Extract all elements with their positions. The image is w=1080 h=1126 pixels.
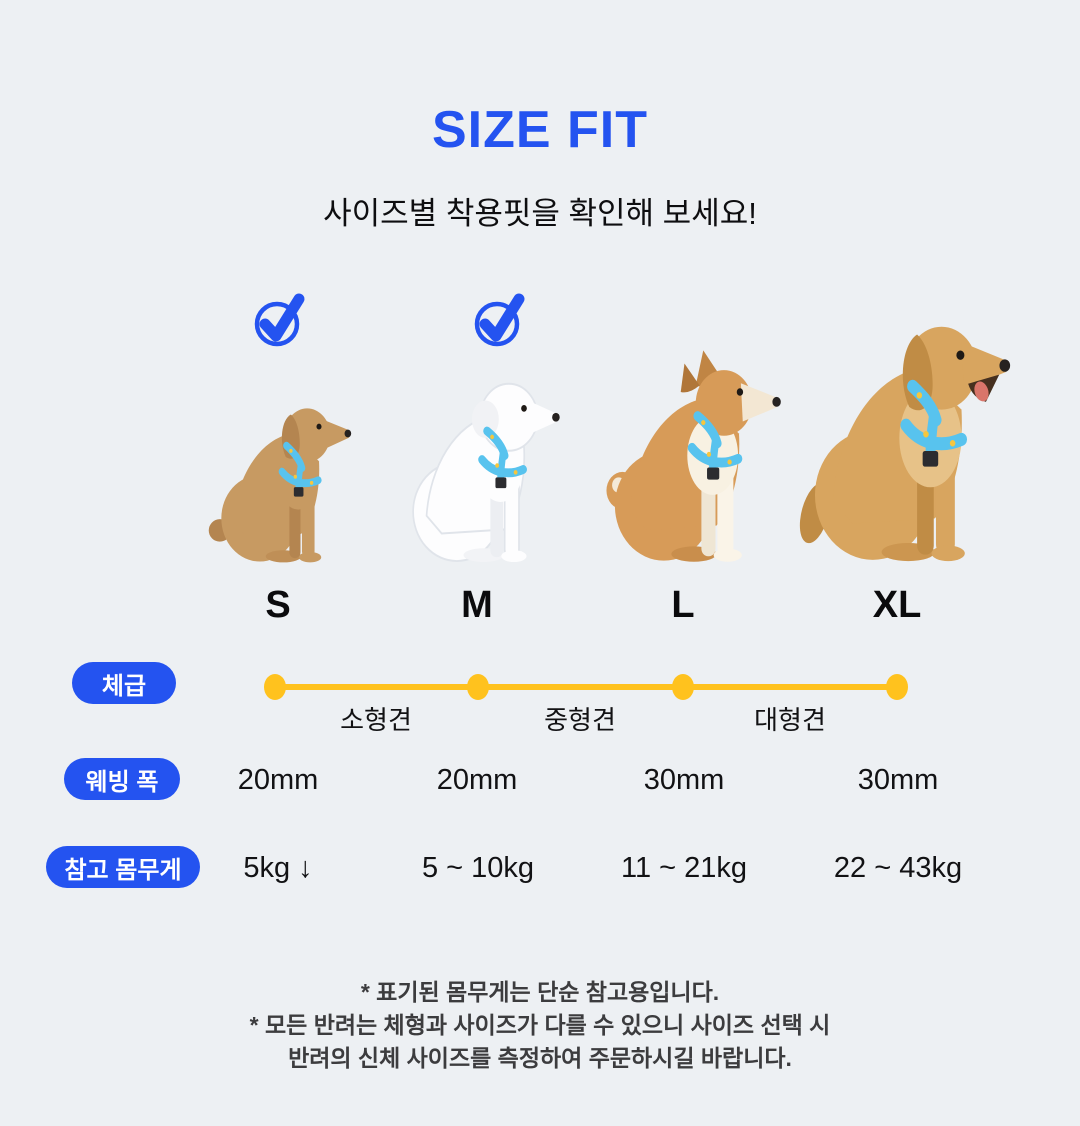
dog-photo-s	[208, 408, 352, 563]
weight-value-xl: 22 ~ 43kg	[833, 852, 963, 884]
tier-dot	[672, 674, 694, 700]
webbing-value-m: 20mm	[436, 764, 518, 796]
size-label-xl: XL	[872, 584, 922, 626]
tier-segment-large: 대형견	[754, 705, 826, 735]
tier-segment-small: 소형견	[340, 705, 412, 735]
page-title: SIZE FIT	[432, 101, 648, 159]
footnote-line-2: * 모든 반려는 체형과 사이즈가 다를 수 있으니 사이즈 선택 시	[249, 1012, 831, 1038]
page-subtitle: 사이즈별 착용핏을 확인해 보세요!	[323, 196, 757, 231]
footnote-line-3: 반려의 신체 사이즈를 측정하여 주문하시길 바랍니다.	[288, 1045, 792, 1071]
tier-dot	[886, 674, 908, 700]
webbing-value-l: 30mm	[643, 764, 725, 796]
tier-segment-medium: 중형견	[544, 705, 616, 735]
dog-photo-m	[412, 382, 560, 563]
webbing-value-xl: 30mm	[857, 764, 939, 796]
tier-row-badge: 체급	[72, 662, 176, 704]
weight-value-m: 5 ~ 10kg	[421, 852, 535, 884]
webbing-value-s: 20mm	[237, 764, 319, 796]
tier-dot	[264, 674, 286, 700]
size-label-m: M	[461, 584, 493, 626]
check-circle-icon	[474, 293, 525, 347]
dog-photo-l	[606, 350, 781, 562]
size-label-s: S	[265, 584, 291, 626]
tier-dot	[467, 674, 489, 700]
footnote: * 표기된 몸무게는 단순 참고용입니다. * 모든 반려는 체형과 사이즈가 …	[0, 976, 1080, 1075]
check-circle-icon	[254, 293, 305, 347]
weight-row-badge: 참고 몸무게	[46, 846, 200, 888]
tier-timeline	[275, 684, 897, 690]
weight-value-s: 5kg ↓	[243, 852, 313, 884]
webbing-row-badge: 웨빙 폭	[64, 758, 180, 800]
weight-value-l: 11 ~ 21kg	[620, 852, 748, 884]
size-label-l: L	[671, 584, 695, 626]
dog-photo-xl	[799, 326, 1011, 562]
footnote-line-1: * 표기된 몸무게는 단순 참고용입니다.	[360, 979, 720, 1005]
